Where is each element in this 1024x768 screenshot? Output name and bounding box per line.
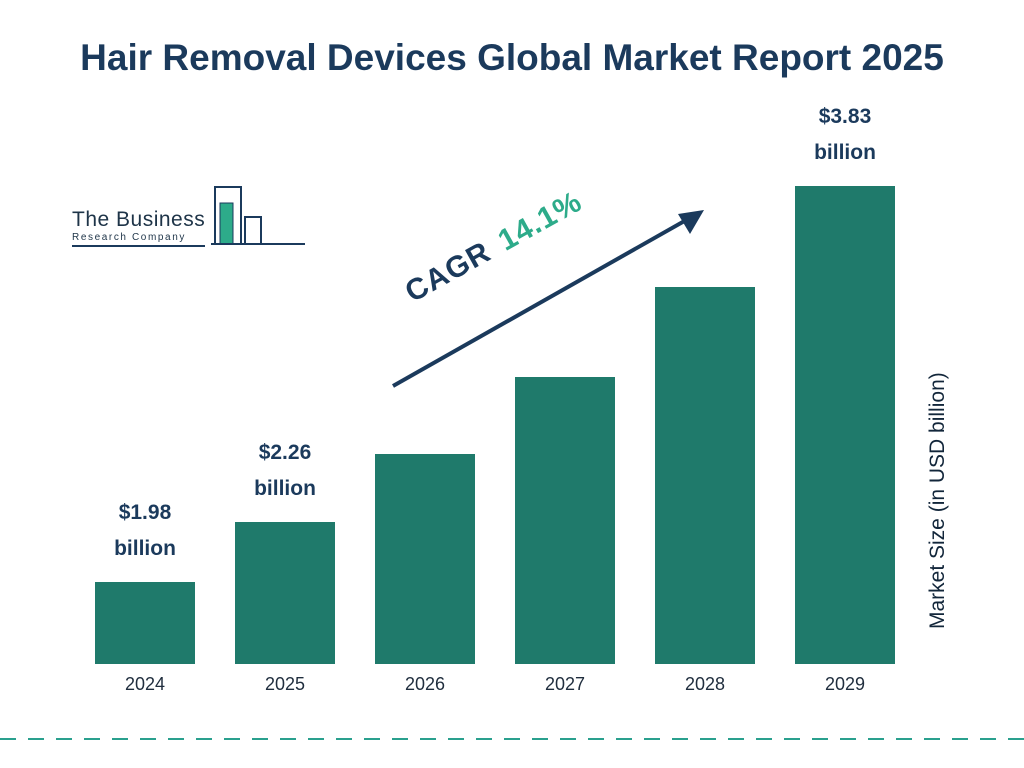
bars: $1.98 billion 2024 $2.26 billion 2025 2026 2027…	[95, 99, 899, 696]
logo-subname: Research Company	[72, 232, 186, 243]
value-label-line: billion	[814, 141, 876, 165]
x-tick-2028: 2028	[684, 674, 726, 694]
bar-group-2028: 2028	[655, 287, 755, 695]
value-label-line: billion	[254, 477, 316, 501]
logo-name: The Business	[72, 208, 206, 231]
value-label-line: $2.26	[258, 440, 312, 464]
bar-2029	[795, 186, 895, 664]
page-title: Hair Removal Devices Global Market Repor…	[80, 37, 944, 78]
bar-group-2024: $1.98 billion 2024	[95, 495, 195, 696]
value-label-line: billion	[114, 537, 176, 561]
bar-2027	[515, 377, 615, 664]
x-tick-2024: 2024	[124, 674, 166, 694]
x-tick-2025: 2025	[264, 674, 306, 694]
company-logo: The Business Research Company	[72, 185, 307, 247]
bar-2025	[235, 522, 335, 664]
value-label-line: $3.83	[818, 104, 872, 128]
value-label-2029: $3.83 billion	[814, 99, 876, 173]
bottom-dashed-divider	[0, 738, 1024, 740]
x-tick-2026: 2026	[404, 674, 446, 694]
value-label-line: $1.98	[118, 500, 172, 524]
value-label-2024: $1.98 billion	[114, 495, 176, 569]
y-axis-label: Market Size (in USD billion)	[926, 372, 949, 630]
bar-chart-logo-icon	[211, 186, 306, 245]
bar-2028	[655, 287, 755, 664]
bar-group-2025: $2.26 billion 2025	[235, 435, 335, 696]
value-label-2025: $2.26 billion	[254, 435, 316, 509]
x-tick-2027: 2027	[544, 674, 586, 694]
bar-group-2027: 2027	[515, 377, 615, 695]
bar-group-2026: 2026	[375, 454, 475, 695]
x-tick-2029: 2029	[824, 674, 866, 694]
bar-group-2029: $3.83 billion 2029	[795, 99, 895, 696]
bar-2026	[375, 454, 475, 664]
logo-text: The Business Research Company	[72, 208, 206, 247]
bar-2024	[95, 582, 195, 664]
